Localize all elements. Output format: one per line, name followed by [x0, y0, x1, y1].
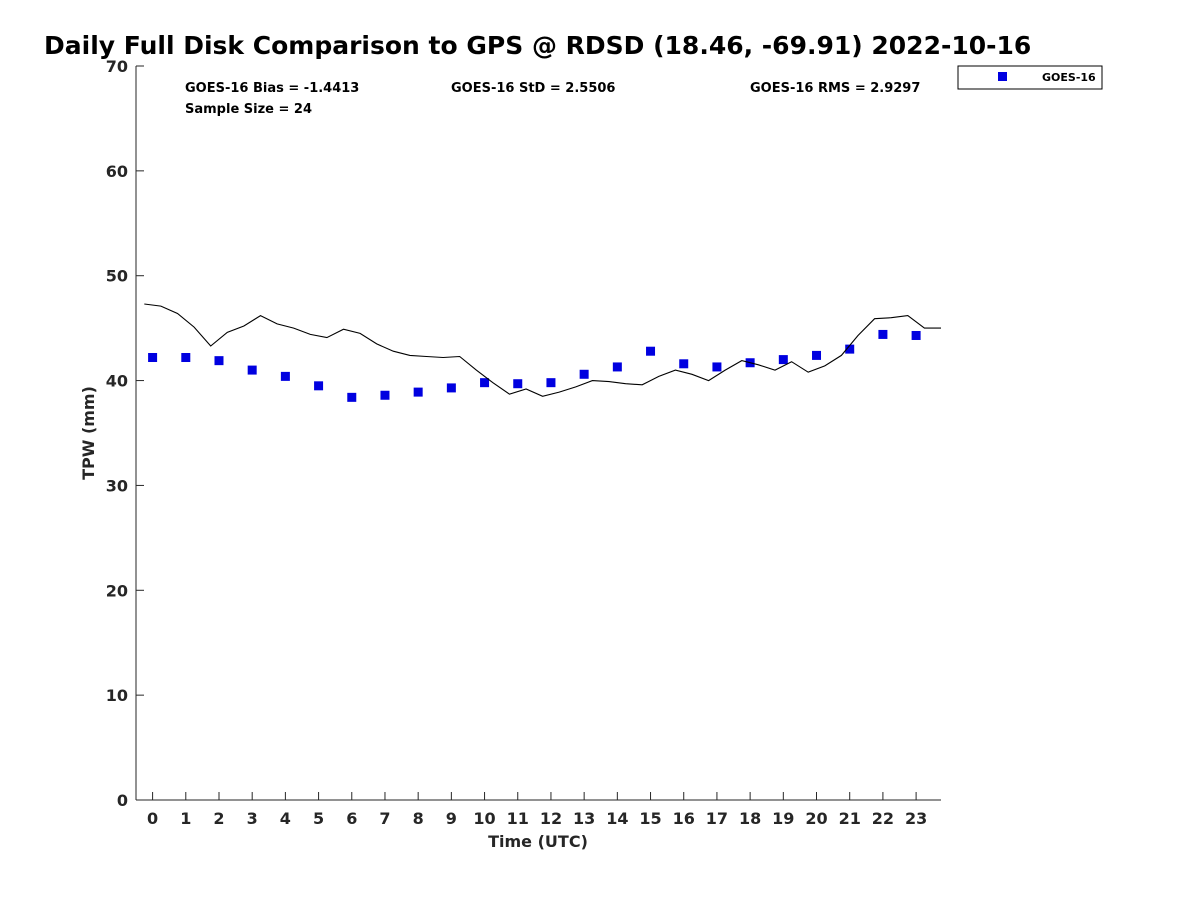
- goes16-data-point: [380, 390, 390, 400]
- x-tick-label: 10: [473, 809, 495, 828]
- goes16-data-point: [878, 329, 888, 339]
- goes16-data-point: [646, 346, 656, 356]
- x-tick-label: 12: [540, 809, 562, 828]
- goes16-data-point: [347, 392, 357, 402]
- y-axis-label: TPW (mm): [79, 386, 98, 480]
- std-stat: GOES-16 StD = 2.5506: [451, 81, 615, 96]
- goes16-data-point: [280, 371, 290, 381]
- goes16-data-point: [214, 356, 224, 366]
- goes16-data-point: [812, 350, 822, 360]
- x-tick-label: 23: [905, 809, 927, 828]
- legend-box: [957, 65, 1103, 90]
- goes16-data-point: [679, 359, 689, 369]
- x-tick-label: 11: [507, 809, 529, 828]
- y-axis-ticks: 0 10 20 30 40 50 60 70: [106, 57, 144, 810]
- x-tick-label: 14: [606, 809, 628, 828]
- x-tick-label: 1: [180, 809, 191, 828]
- goes16-data-point: [513, 379, 523, 389]
- sample-size-stat: Sample Size = 24: [185, 102, 312, 117]
- x-tick-label: 9: [446, 809, 457, 828]
- x-tick-label: 22: [872, 809, 894, 828]
- goes16-data-point: [845, 344, 855, 354]
- y-tick-label: 20: [106, 581, 128, 600]
- y-tick-label: 30: [106, 476, 128, 495]
- goes16-data-point: [480, 378, 490, 388]
- x-tick-label: 0: [147, 809, 158, 828]
- x-tick-label: 6: [346, 809, 357, 828]
- y-tick-label: 40: [106, 372, 128, 391]
- goes16-data-point: [778, 355, 788, 365]
- legend: GOES-16: [957, 65, 1103, 90]
- y-tick-label: 70: [106, 57, 128, 76]
- goes16-data-point: [579, 369, 589, 379]
- gps-tpw-line: [144, 303, 941, 397]
- x-axis-ticks: 0 1 2 3 4 5 6 7 8 9 10 11 12 13 14 15 16 17 18 19 20 21 22 23: [147, 792, 927, 828]
- x-axis-label: Time (UTC): [488, 832, 588, 851]
- goes16-data-point: [181, 353, 191, 363]
- y-tick-label: 10: [106, 686, 128, 705]
- y-tick-label: 60: [106, 162, 128, 181]
- x-tick-label: 2: [213, 809, 224, 828]
- x-tick-label: 17: [706, 809, 728, 828]
- x-tick-label: 13: [573, 809, 595, 828]
- x-tick-label: 3: [247, 809, 258, 828]
- rms-stat: GOES-16 RMS = 2.9297: [750, 81, 920, 96]
- goes16-data-point: [247, 365, 257, 375]
- goes16-data-point: [911, 330, 921, 340]
- x-tick-label: 8: [413, 809, 424, 828]
- legend-label: GOES-16: [1042, 71, 1096, 84]
- chart-title: Daily Full Disk Comparison to GPS @ RDSD…: [44, 31, 1031, 60]
- goes16-data-point: [413, 387, 423, 397]
- x-tick-label: 5: [313, 809, 324, 828]
- plot-area: [144, 303, 941, 402]
- goes16-data-point: [546, 378, 556, 388]
- bias-stat: GOES-16 Bias = -1.4413: [185, 81, 359, 96]
- y-tick-label: 50: [106, 267, 128, 286]
- legend-marker: [998, 72, 1007, 81]
- goes16-data-point: [712, 362, 722, 372]
- x-tick-label: 18: [739, 809, 761, 828]
- x-tick-label: 4: [280, 809, 291, 828]
- axes: [135, 66, 941, 801]
- goes16-data-point: [314, 381, 324, 391]
- x-tick-label: 15: [639, 809, 661, 828]
- x-tick-label: 16: [673, 809, 695, 828]
- x-tick-label: 19: [772, 809, 794, 828]
- goes16-data-point: [148, 353, 158, 363]
- goes16-data-point: [612, 362, 622, 372]
- x-tick-label: 21: [839, 809, 861, 828]
- goes16-data-point: [446, 383, 456, 393]
- x-tick-label: 7: [379, 809, 390, 828]
- y-tick-label: 0: [117, 791, 128, 810]
- x-tick-label: 20: [805, 809, 827, 828]
